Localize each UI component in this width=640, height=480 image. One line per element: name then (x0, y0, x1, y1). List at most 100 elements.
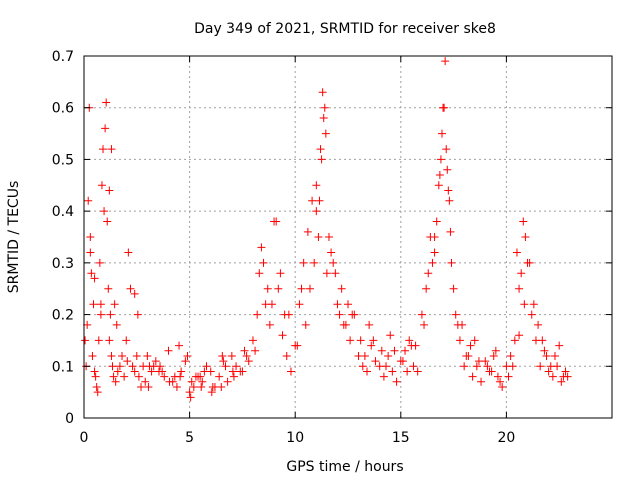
y-tick-label: 0.5 (52, 152, 74, 168)
data-point (81, 336, 90, 345)
data-point (498, 382, 507, 391)
data-point (527, 310, 536, 319)
data-point (398, 357, 407, 366)
data-point (474, 357, 483, 366)
y-tick-label: 0.2 (52, 308, 74, 324)
data-point (215, 372, 224, 381)
data-point (282, 351, 291, 360)
data-point (165, 377, 174, 386)
data-point (409, 362, 418, 371)
data-point (84, 196, 93, 205)
data-point (496, 377, 505, 386)
data-point (379, 372, 388, 381)
data-point (223, 377, 232, 386)
data-point (447, 258, 456, 267)
data-point (443, 165, 452, 174)
data-point (96, 300, 105, 309)
data-point (191, 372, 200, 381)
data-point (187, 377, 196, 386)
data-point (468, 372, 477, 381)
data-point (229, 372, 238, 381)
data-point (109, 372, 118, 381)
data-point (384, 351, 393, 360)
data-point (348, 310, 357, 319)
data-point (185, 388, 194, 397)
data-points (81, 57, 572, 402)
data-point (563, 372, 572, 381)
data-point (228, 367, 237, 376)
data-point (89, 300, 98, 309)
data-point (293, 341, 302, 350)
x-tick-label: 15 (392, 430, 410, 446)
data-point (555, 341, 564, 350)
data-point (363, 367, 372, 376)
data-point (219, 357, 228, 366)
data-point (317, 155, 326, 164)
data-point (314, 233, 323, 241)
data-point (120, 372, 129, 381)
data-point (451, 310, 460, 319)
data-point (208, 382, 217, 391)
data-point (242, 351, 251, 360)
data-point (542, 351, 551, 360)
data-point (312, 181, 321, 190)
data-point (104, 284, 113, 293)
y-tick-label: 0.4 (52, 204, 74, 220)
data-point (546, 362, 555, 371)
data-point (411, 341, 420, 350)
data-point (417, 310, 426, 319)
x-tick-label: 5 (185, 430, 194, 446)
data-point (534, 320, 543, 329)
data-point (160, 372, 169, 381)
data-point (101, 124, 110, 133)
data-point (207, 388, 216, 397)
plot-frame (83, 55, 613, 419)
data-point (183, 351, 192, 360)
data-point (221, 362, 230, 371)
y-axis-label: SRMTID / TECUs (6, 181, 22, 294)
data-point (544, 367, 553, 376)
data-point (202, 362, 211, 371)
data-point (267, 300, 276, 309)
data-point (356, 336, 365, 345)
data-point (525, 258, 534, 267)
data-point (95, 258, 104, 267)
data-point (90, 274, 99, 283)
data-point (424, 269, 433, 278)
data-point (318, 88, 327, 97)
y-tick-label: 0.3 (52, 256, 74, 272)
data-point (88, 351, 97, 360)
data-point (265, 320, 274, 329)
data-point (308, 196, 317, 205)
data-point (466, 341, 475, 350)
data-point (276, 269, 285, 278)
data-point (107, 145, 116, 154)
data-point (335, 310, 344, 319)
data-point (510, 336, 519, 345)
data-point (133, 310, 142, 319)
data-point (517, 269, 526, 278)
data-point (487, 367, 496, 376)
data-point (369, 336, 378, 345)
data-point (377, 346, 386, 355)
data-point (441, 57, 450, 66)
data-point (382, 362, 391, 371)
data-point (458, 320, 467, 329)
data-point (401, 346, 410, 355)
data-point (422, 284, 431, 293)
data-point (297, 284, 306, 293)
data-point (86, 248, 95, 257)
data-point (440, 103, 449, 112)
data-point (94, 336, 103, 345)
data-point (428, 258, 437, 267)
data-point (519, 217, 528, 226)
data-point (134, 372, 143, 381)
y-tick-label: 0.1 (52, 359, 74, 375)
data-point (91, 372, 100, 381)
data-point (462, 351, 471, 360)
y-tick-label: 0 (65, 411, 74, 427)
data-point (446, 227, 455, 236)
chart-title: Day 349 of 2021, SRMTID for receiver ske… (194, 21, 496, 37)
data-point (386, 331, 395, 340)
